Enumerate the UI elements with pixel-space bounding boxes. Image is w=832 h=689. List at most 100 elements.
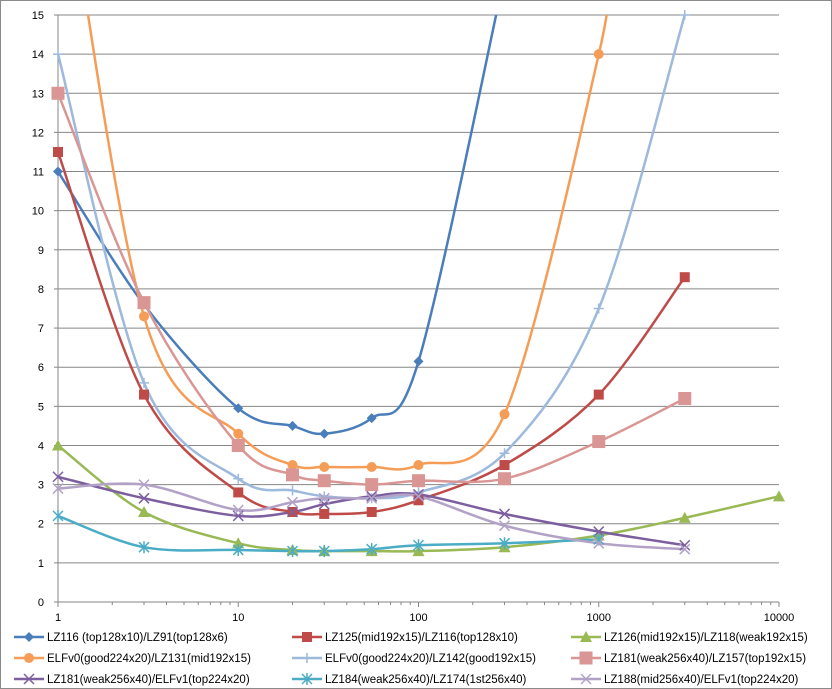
data-point	[678, 511, 691, 523]
data-point	[52, 471, 64, 483]
x-tick-label: 100	[409, 612, 427, 624]
legend-entry-2: LZ125(mid192x15)/LZ116(top128x10)	[292, 632, 518, 644]
legend-marker	[24, 653, 34, 663]
x-tick-label: 10000	[764, 612, 795, 624]
y-tick-label: 8	[38, 284, 44, 296]
data-point	[138, 541, 150, 554]
y-tick-label: 13	[32, 88, 44, 100]
legend-entry-4: ELFv0(good224x20)/LZ131(mid192x15)	[14, 653, 251, 665]
series-line-2	[58, 151, 686, 516]
y-tick-label: 11	[33, 167, 44, 179]
axes	[54, 14, 780, 607]
data-point	[139, 377, 150, 388]
data-point	[413, 495, 424, 506]
data-point	[366, 461, 377, 472]
x-tick-label: 10	[232, 612, 244, 624]
data-point	[365, 478, 379, 492]
data-point	[232, 537, 245, 549]
data-point	[139, 389, 150, 400]
data-point	[366, 506, 377, 517]
data-point	[137, 296, 151, 310]
data-point	[679, 539, 691, 551]
legend-label: ELFv0(good224x20)/LZ131(mid192x15)	[47, 653, 251, 665]
marker-layer	[51, 10, 785, 558]
y-tick-label: 14	[32, 49, 44, 61]
data-point	[232, 543, 244, 556]
legend-entry-3: LZ126(mid192x15)/LZ118(weak192x15)	[571, 631, 808, 644]
data-point	[52, 482, 64, 495]
data-point	[413, 460, 424, 471]
legend-entry-7: LZ181(weak256x40)/ELFv1(top224x20)	[14, 673, 250, 686]
y-tick-label: 12	[32, 127, 44, 139]
legend: LZ116 (top128x10)/LZ91(top128x6) LZ125(mi…	[14, 631, 808, 686]
data-point	[53, 146, 63, 157]
gridlines	[58, 14, 779, 564]
data-point	[286, 468, 300, 482]
data-point	[319, 508, 330, 519]
data-point	[51, 86, 65, 100]
data-point	[287, 420, 298, 431]
y-tick-label: 2	[38, 519, 44, 531]
legend-entry-5: ELFv0(good224x20)/LZ142(good192x15)	[292, 653, 536, 665]
data-point	[499, 460, 510, 471]
data-point	[412, 474, 425, 488]
data-point	[232, 504, 244, 516]
legend-label: LZ181(weak256x40)/LZ157(top192x15)	[604, 653, 806, 665]
data-point	[593, 537, 605, 549]
y-tick-label: 3	[38, 480, 44, 492]
data-point	[413, 356, 424, 367]
legend-label: LZ188(mid256x40)/ELFv1(top224x20)	[604, 674, 799, 686]
legend-marker	[579, 651, 593, 665]
y-tick-label: 15	[32, 10, 44, 22]
legend-entry-8: LZ184(weak256x40)/LZ174(1st256x40)	[292, 673, 527, 686]
y-tick-label: 0	[38, 597, 44, 609]
legend-entry-9: LZ188(mid256x40)/ELFv1(top224x20)	[571, 673, 799, 686]
data-point	[286, 496, 299, 508]
data-point	[592, 435, 606, 449]
data-point	[233, 428, 244, 439]
data-point	[593, 49, 604, 60]
y-tick-label: 7	[38, 323, 44, 335]
data-point	[593, 389, 604, 400]
legend-entry-6: LZ181(weak256x40)/LZ157(top192x15)	[571, 651, 806, 665]
y-tick-label: 9	[38, 245, 44, 257]
data-point	[233, 473, 244, 484]
legend-label: LZ126(mid192x15)/LZ118(weak192x15)	[604, 632, 808, 644]
legend-marker	[301, 673, 313, 685]
data-point	[412, 539, 425, 552]
data-point	[319, 428, 330, 439]
data-point	[233, 403, 244, 414]
data-point	[139, 311, 150, 322]
data-point	[287, 485, 298, 496]
y-tick-label: 10	[32, 206, 44, 218]
data-point	[412, 488, 425, 500]
data-point	[52, 439, 64, 451]
data-point	[52, 509, 64, 522]
data-point	[498, 508, 511, 520]
legend-marker	[580, 631, 592, 642]
data-point	[412, 490, 425, 502]
data-point	[678, 392, 692, 406]
data-point	[679, 543, 691, 555]
data-point	[138, 492, 150, 504]
data-point	[286, 506, 299, 518]
data-point	[317, 474, 331, 488]
x-tick-label: 1	[55, 612, 61, 624]
y-tick-label: 5	[38, 401, 44, 413]
legend-label: ELFv0(good224x20)/LZ142(good192x15)	[325, 653, 536, 665]
data-point	[773, 490, 785, 502]
data-point	[499, 448, 510, 459]
data-point	[287, 460, 298, 471]
data-point	[233, 487, 244, 498]
legend-label: LZ125(mid192x15)/LZ116(top128x10)	[325, 632, 518, 644]
y-tick-label: 6	[38, 362, 44, 374]
data-point	[231, 438, 245, 452]
data-point	[319, 491, 330, 502]
data-point	[679, 10, 690, 20]
y-tick-label: 4	[38, 440, 44, 452]
data-point	[498, 537, 511, 550]
data-point	[318, 545, 330, 558]
data-point	[498, 472, 512, 486]
